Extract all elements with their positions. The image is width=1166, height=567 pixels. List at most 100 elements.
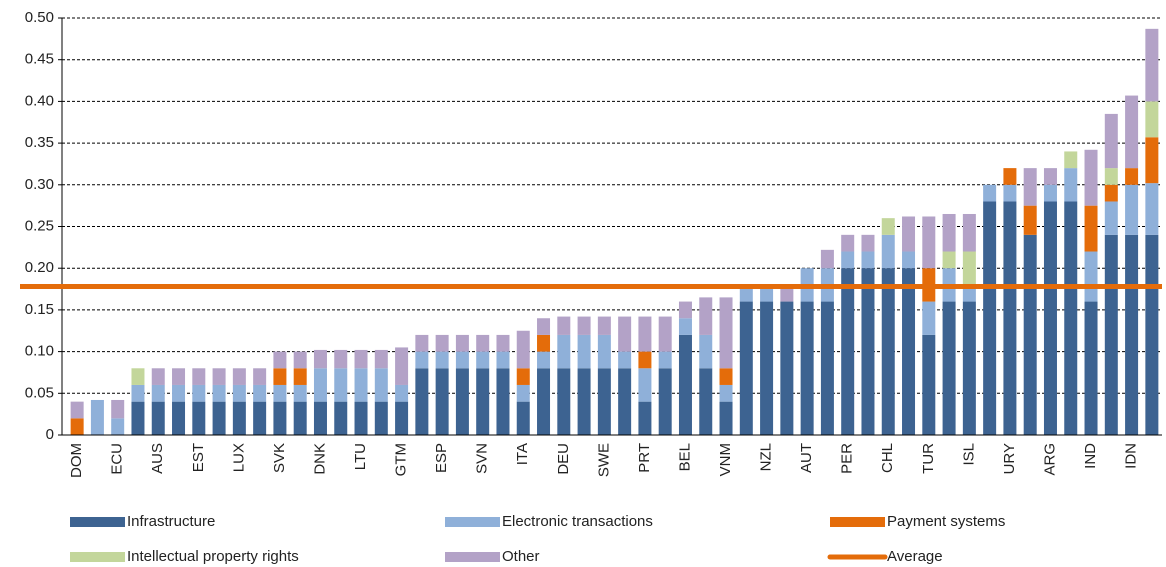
bar-segment — [699, 334, 713, 369]
bar-segment — [638, 316, 652, 352]
bar-segment — [800, 301, 814, 435]
legend-swatch — [830, 517, 885, 527]
bar-segment — [1125, 184, 1139, 235]
bar-segment — [496, 368, 510, 435]
bar-segment — [658, 351, 672, 369]
bar-segment — [151, 384, 165, 402]
x-tick-label: IND — [1082, 443, 1099, 469]
bar-segment — [983, 201, 997, 435]
bar-segment — [415, 368, 429, 435]
bar-segment — [232, 368, 246, 385]
bar-segment — [537, 334, 551, 352]
bar-segment — [70, 418, 84, 435]
bar-segment — [1145, 28, 1159, 102]
x-tick-label: LUX — [230, 443, 247, 472]
bar-segment — [1023, 168, 1037, 206]
bar-segment — [962, 251, 976, 285]
bar-segment — [455, 351, 469, 369]
x-tick-label: DNK — [311, 443, 328, 475]
bar-segment — [334, 401, 348, 435]
x-tick-label: SVK — [271, 443, 288, 473]
bar-segment — [395, 401, 409, 435]
x-tick-label: ISL — [960, 443, 977, 466]
legend-label: Average — [887, 548, 943, 565]
x-tick-label: ARG — [1041, 443, 1058, 476]
bar-segment — [1084, 301, 1098, 435]
y-tick-label: 0.05 — [25, 384, 54, 401]
y-tick-label: 0 — [46, 426, 54, 443]
bar-segment — [699, 368, 713, 435]
bar-segment — [719, 384, 733, 402]
bar-segment — [1104, 113, 1118, 169]
bar-segment — [374, 349, 388, 369]
bar-segment — [557, 334, 571, 369]
bar-segment — [962, 301, 976, 435]
bar-segment — [192, 401, 206, 435]
bar-segment — [841, 251, 855, 269]
bar-segment — [638, 368, 652, 402]
bar-segment — [232, 401, 246, 435]
x-tick-label: SWE — [595, 443, 612, 477]
legend-swatch — [70, 517, 125, 527]
bar-segment — [293, 401, 307, 435]
bar-segment — [354, 401, 368, 435]
bar-segment — [313, 368, 327, 402]
bar-segment — [1125, 95, 1139, 169]
legend-label: Intellectual property rights — [127, 548, 299, 565]
bar-segment — [902, 268, 916, 435]
bar-segment — [618, 316, 632, 352]
bar-segment — [212, 384, 226, 402]
bar-segment — [820, 301, 834, 435]
bar-segment — [1104, 184, 1118, 202]
bar-segment — [537, 368, 551, 435]
bar-segment — [902, 216, 916, 252]
bar-segment — [678, 334, 692, 435]
y-tick-label: 0.45 — [25, 51, 54, 68]
bar-segment — [455, 368, 469, 435]
bar-segment — [273, 368, 287, 385]
bar-segment — [861, 234, 875, 252]
bar-segment — [151, 401, 165, 435]
bar-segment — [131, 368, 145, 385]
bar-segment — [861, 268, 875, 435]
bar-segment — [435, 334, 449, 352]
bar-segment — [719, 297, 733, 369]
bar-segment — [1125, 168, 1139, 185]
x-tick-label: ECU — [109, 443, 126, 475]
bar-segment — [293, 384, 307, 402]
bar-segment — [496, 351, 510, 369]
x-tick-label: PER — [839, 443, 856, 474]
bar-segment — [881, 234, 895, 269]
x-tick-label: GTM — [393, 443, 410, 476]
x-tick-label: TUR — [920, 443, 937, 474]
bar-segment — [192, 368, 206, 385]
bar-segment — [253, 401, 267, 435]
bar-segment — [1084, 251, 1098, 302]
bar-segment — [618, 368, 632, 435]
bar-segment — [395, 347, 409, 385]
bar-segment — [881, 268, 895, 435]
bar-segment — [922, 301, 936, 335]
bar-segment — [1125, 234, 1139, 435]
x-tick-label: AUT — [798, 443, 815, 473]
bar-segment — [597, 316, 611, 335]
bar-segment — [253, 368, 267, 385]
x-tick-label: URY — [1001, 443, 1018, 474]
bar-segment — [1003, 168, 1017, 185]
bar-segment — [577, 368, 591, 435]
bar-segment — [313, 349, 327, 369]
bar-segment — [212, 401, 226, 435]
bar-segment — [678, 318, 692, 335]
x-tick-label: BEL — [676, 443, 693, 471]
x-tick-label: ITA — [514, 443, 531, 465]
bar-segment — [881, 218, 895, 235]
bar-segment — [232, 384, 246, 402]
x-tick-label: AUS — [149, 443, 166, 474]
y-tick-label: 0.40 — [25, 92, 54, 109]
bar-segment — [962, 213, 976, 252]
bar-segment — [597, 334, 611, 369]
bar-segment — [902, 251, 916, 269]
y-tick-label: 0.20 — [25, 259, 54, 276]
bar-segment — [1023, 234, 1037, 435]
bar-segment — [476, 334, 490, 352]
